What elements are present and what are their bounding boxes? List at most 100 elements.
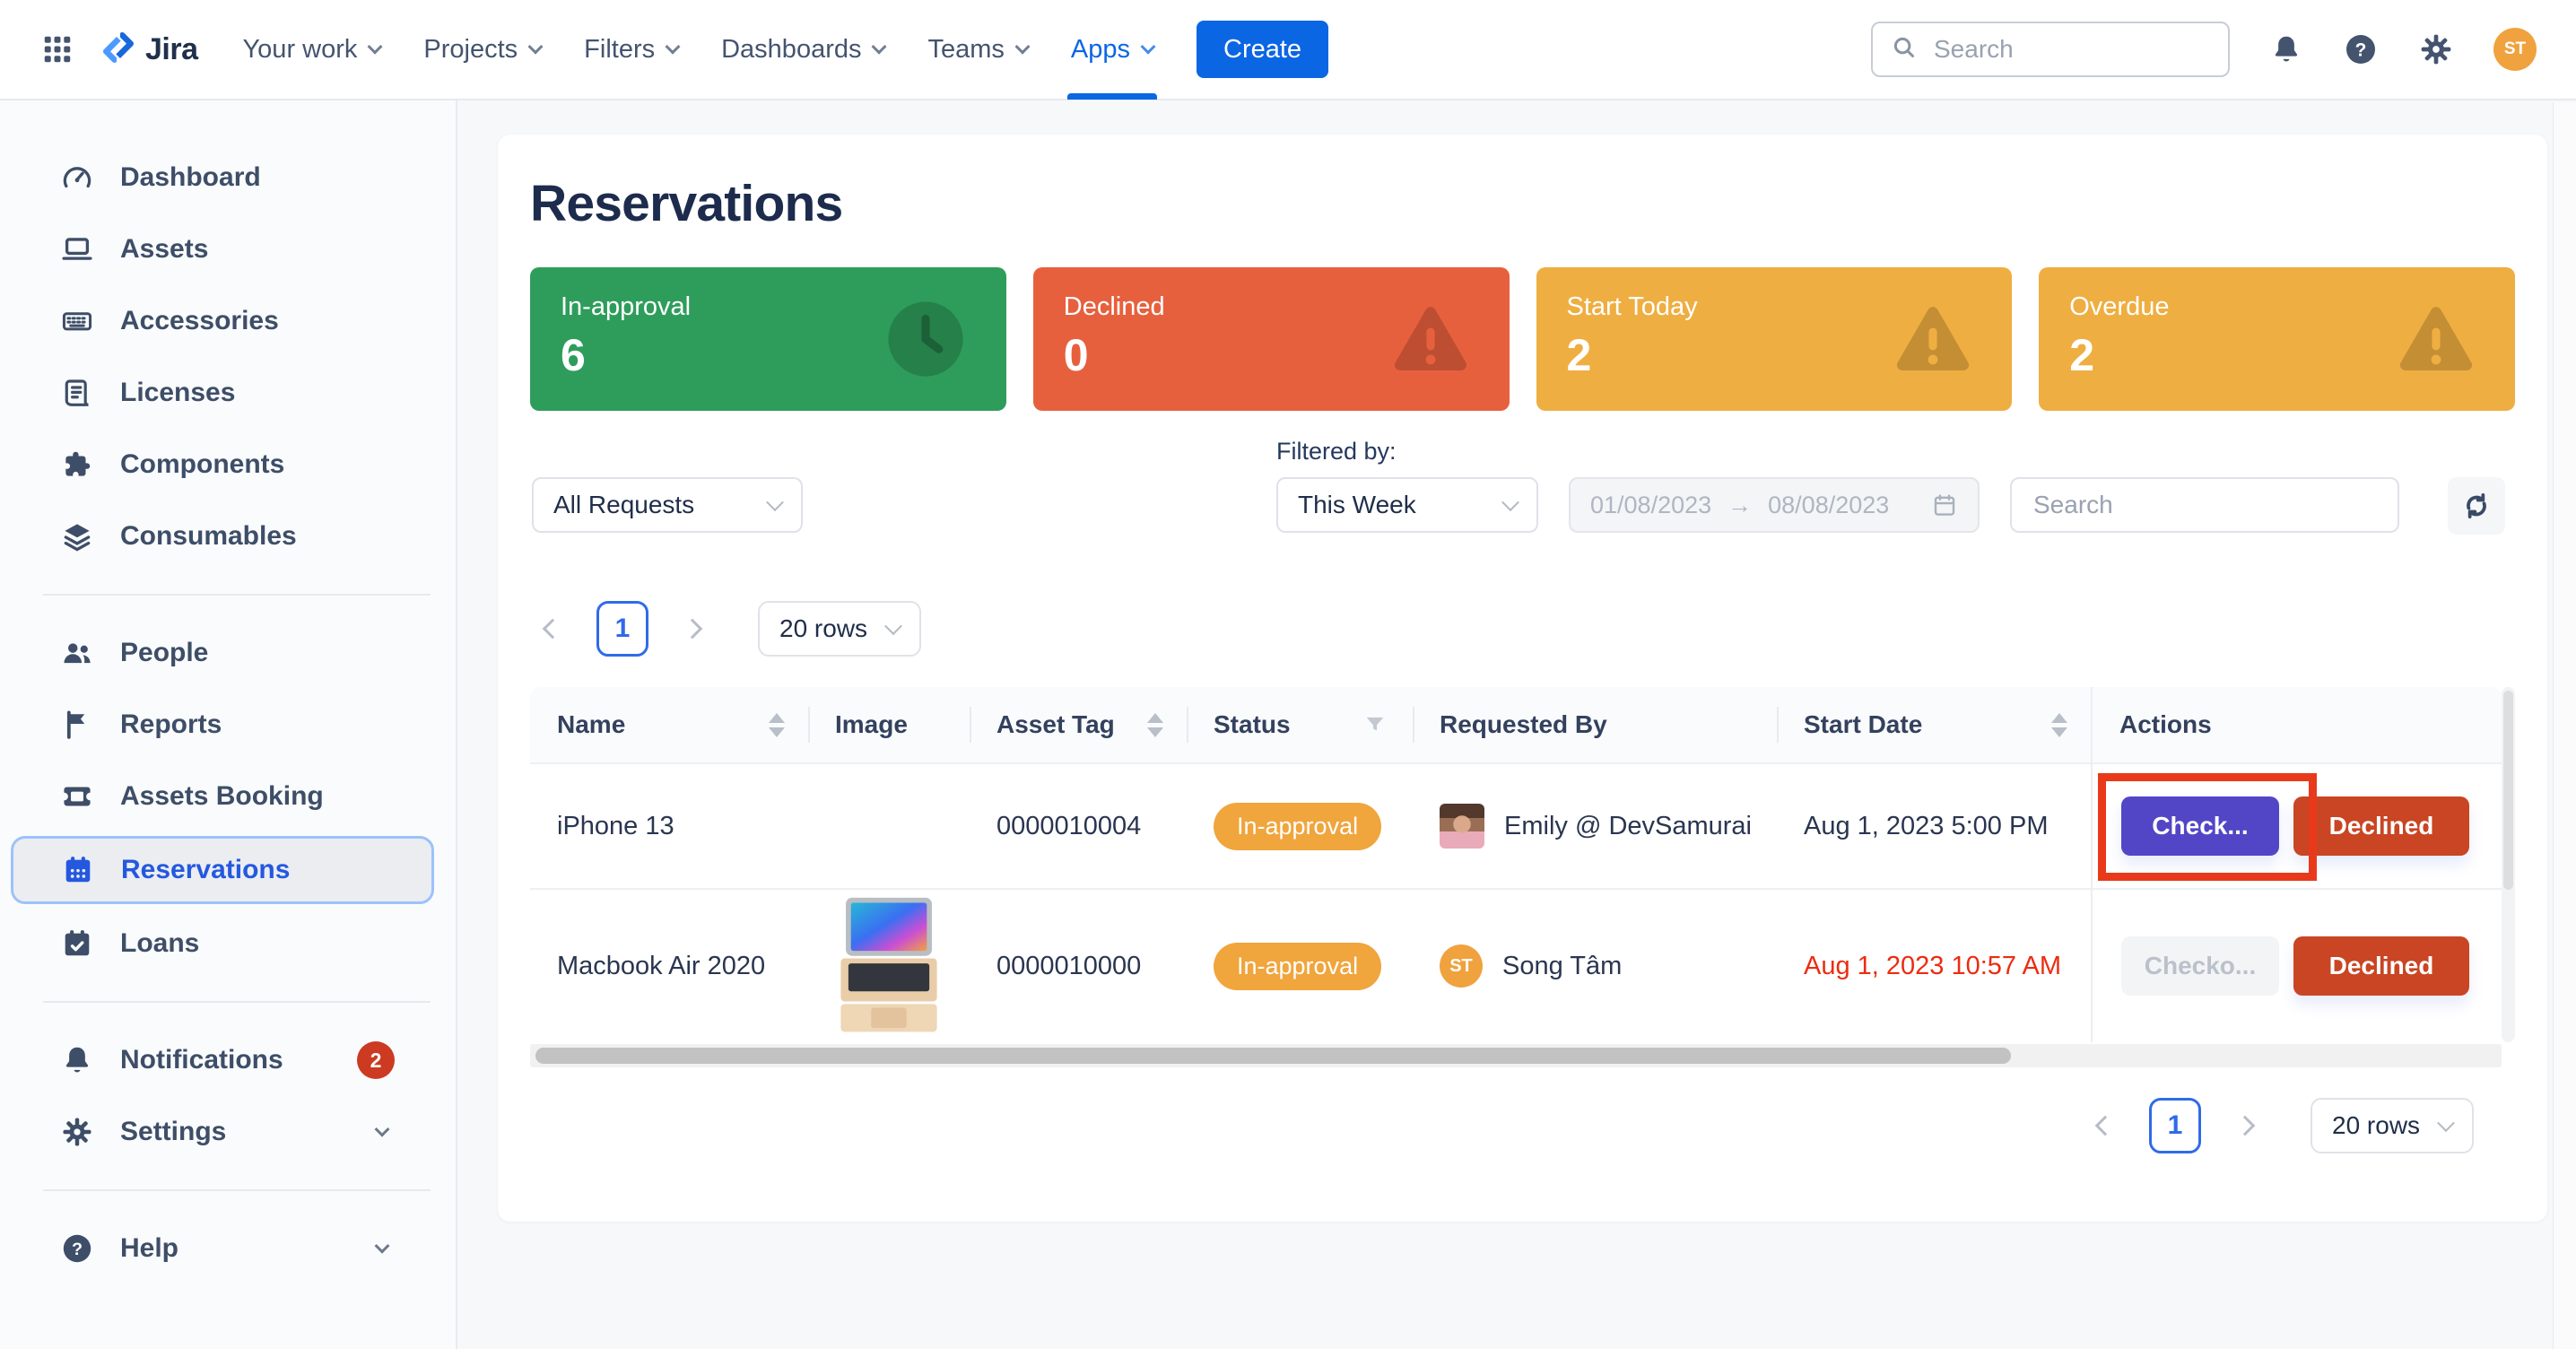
license-icon [59,375,95,411]
sidebar-item-licenses[interactable]: Licenses [0,357,456,429]
sidebar: Dashboard Assets Accessories Licenses Co… [0,100,457,1349]
sidebar-divider [43,1001,431,1003]
vertical-scrollbar-thumb[interactable] [2503,691,2513,890]
cell-asset-tag: 0000010000 [996,951,1142,980]
status-badge: In-approval [1214,942,1382,990]
refresh-icon [2467,492,2486,519]
stat-value: 6 [561,330,586,380]
column-header-requested-by: Requested By [1413,687,1777,762]
dashboard-icon [59,160,95,196]
page-number[interactable]: 1 [596,601,648,657]
sidebar-item-people[interactable]: People [0,617,456,689]
sidebar-item-settings[interactable]: Settings [0,1096,456,1168]
declined-button[interactable]: Declined [2293,936,2469,996]
column-header-name[interactable]: Name [530,687,808,762]
sidebar-item-consumables[interactable]: Consumables [0,500,456,572]
sort-icon[interactable] [1147,712,1163,737]
sidebar-item-reservations[interactable]: Reservations [11,836,434,904]
browser-scrollbar-track[interactable] [2553,102,2576,1349]
global-search-input[interactable] [1932,34,2210,65]
table-search[interactable] [2010,477,2399,533]
jira-logo[interactable]: Jira [100,30,198,70]
date-to: 08/08/2023 [1768,491,1890,518]
nav-dashboards[interactable]: Dashboards [721,0,887,100]
page-number[interactable]: 1 [2149,1098,2201,1153]
chevron-down-icon [665,39,681,55]
refresh-button[interactable] [2448,477,2505,535]
period-select[interactable]: This Week [1276,477,1538,533]
nav-projects[interactable]: Projects [423,0,544,100]
ticket-icon [59,779,95,814]
table-search-input[interactable] [2032,490,2378,520]
filter-funnel-icon[interactable] [1362,712,1388,737]
stat-card-declined: Declined 0 [1032,267,1510,411]
declined-button[interactable]: Declined [2293,796,2469,856]
rows-per-page-value: 20 rows [2332,1111,2421,1139]
puzzle-icon [59,447,95,483]
horizontal-scrollbar-track [530,1044,2502,1067]
sort-icon[interactable] [769,712,785,737]
cell-start-date: Aug 1, 2023 5:00 PM [1804,811,2049,840]
nav-teams[interactable]: Teams [927,0,1031,100]
gear-icon [59,1114,95,1150]
sidebar-item-assets[interactable]: Assets [0,213,456,285]
checkout-button[interactable]: Check... [2121,796,2279,856]
chevron-down-icon [1014,39,1031,55]
search-icon [1891,34,1918,65]
sidebar-item-loans[interactable]: Loans [0,908,456,979]
sidebar-divider [43,594,431,596]
rows-per-page-select[interactable]: 20 rows [2311,1098,2474,1153]
chevron-down-icon [1140,39,1156,55]
jira-logo-text: Jira [145,31,198,66]
table-header: Name Image Asset Tag Status Requested [530,687,2502,762]
nav-your-work[interactable]: Your work [243,0,383,100]
help-icon: ? [59,1231,95,1266]
stat-card-in-approval: In-approval 6 [530,267,1006,411]
user-avatar[interactable]: ST [2493,28,2537,71]
stat-value: 0 [1063,330,1089,380]
sidebar-item-assets-booking[interactable]: Assets Booking [0,761,456,832]
next-page-button[interactable] [670,618,715,640]
nav-filters[interactable]: Filters [584,0,681,100]
settings-gear-icon[interactable] [2418,31,2454,67]
cell-status: In-approval [1187,942,1413,990]
prev-page-button[interactable] [2083,1115,2128,1136]
sort-icon[interactable] [2051,712,2067,737]
sidebar-item-components[interactable]: Components [0,429,456,500]
table-row: Macbook Air 2020 [530,888,2502,1042]
column-header-status[interactable]: Status [1187,687,1413,762]
sidebar-item-dashboard[interactable]: Dashboard [0,142,456,213]
column-header-start-date[interactable]: Start Date [1777,687,2091,762]
rows-per-page-select[interactable]: 20 rows [758,601,921,657]
date-range-input[interactable]: 01/08/2023 → 08/08/2023 [1569,477,1980,533]
prev-page-button[interactable] [530,618,575,640]
stat-card-overdue: Overdue 2 [2039,267,2515,411]
sidebar-item-label: Reservations [121,855,291,884]
sidebar-item-accessories[interactable]: Accessories [0,285,456,357]
main-nav: Your work Projects Filters Dashboards Te… [243,0,1329,100]
create-button[interactable]: Create [1197,21,1329,78]
chevron-down-icon [884,617,902,636]
filters-row: All Requests Filtered by: This Week 01/0… [530,438,2515,553]
column-header-asset-tag[interactable]: Asset Tag [970,687,1187,762]
cell-name: iPhone 13 [557,811,674,840]
sidebar-divider [43,1189,431,1191]
stat-value: 2 [1566,330,1592,380]
sidebar-item-label: Assets Booking [120,781,324,811]
pagination-top: 1 20 rows [530,601,2515,657]
sidebar-item-label: Accessories [120,306,279,335]
app-switcher-icon[interactable] [39,31,75,67]
requester-name: Emily @ DevSamurai [1504,811,1752,840]
sidebar-item-help[interactable]: ? Help [0,1213,456,1284]
sidebar-item-notifications[interactable]: Notifications 2 [0,1024,456,1096]
nav-apps[interactable]: Apps [1066,0,1158,100]
global-search[interactable] [1871,22,2230,77]
sidebar-item-reports[interactable]: Reports [0,689,456,761]
notifications-bell-icon[interactable] [2269,32,2303,66]
next-page-button[interactable] [2223,1115,2267,1136]
stat-label: In-approval [561,292,692,321]
sidebar-item-label: People [120,638,209,667]
help-icon[interactable]: ? [2343,31,2379,67]
request-type-select[interactable]: All Requests [532,477,803,533]
horizontal-scrollbar-thumb[interactable] [535,1048,2011,1064]
